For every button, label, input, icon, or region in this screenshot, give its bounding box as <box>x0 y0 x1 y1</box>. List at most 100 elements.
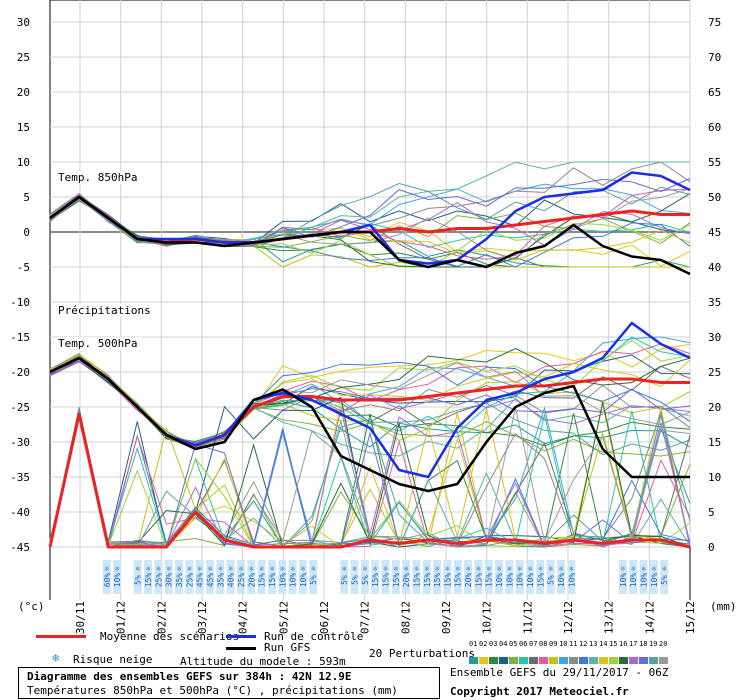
snow-cell <box>298 560 307 594</box>
perturbation-number: 14 <box>599 640 608 648</box>
snow-risk-label: 10% <box>629 573 638 588</box>
snowflake-icon: ❄ <box>621 565 625 573</box>
perturbation-number: 01 <box>469 640 478 648</box>
snowflake-icon: ❄ <box>218 565 222 573</box>
x-tick-label: 15/12 <box>684 601 697 634</box>
snow-cell <box>340 560 349 594</box>
footer-copyright: Copyright 2017 Meteociel.fr <box>450 685 629 698</box>
snow-risk-label: 35% <box>216 573 225 588</box>
chart-axes: 302520151050-5-10-15-20-25-30-35-40-4575… <box>10 16 736 634</box>
x-tick-label: 02/12 <box>155 601 168 634</box>
gfs-t500-line <box>49 356 690 493</box>
snow-cell <box>257 560 266 594</box>
footer-info-box: Diagramme des ensembles GEFS sur 384h : … <box>18 667 440 699</box>
snowflake-icon: ❄ <box>456 565 460 573</box>
snow-cell <box>360 560 369 594</box>
right-tick-label: 0 <box>708 541 715 554</box>
perturbation-number: 20 <box>659 640 668 648</box>
snow-risk-label: 5% <box>134 575 143 585</box>
left-tick-label: -20 <box>10 366 30 379</box>
x-tick-label: 11/12 <box>521 601 534 634</box>
snowflake-icon: ❄ <box>435 565 439 573</box>
panel-label-bg <box>57 337 143 350</box>
panel-label-bg <box>57 171 143 184</box>
snow-risk-label: 5% <box>361 575 370 585</box>
snowflake-icon: ❄ <box>187 565 191 573</box>
perturbation-swatch <box>639 657 648 664</box>
snowflake-icon: ❄ <box>249 565 253 573</box>
snow-risk-label: 10% <box>650 573 659 588</box>
perturbation-swatch <box>509 657 518 664</box>
snow-risk-label: 25% <box>237 573 246 588</box>
right-tick-label: 40 <box>708 261 721 274</box>
perturbation-number: 02 <box>479 640 488 648</box>
right-tick-label: 5 <box>708 506 715 519</box>
panel-label: Temp. 500hPa <box>58 337 137 350</box>
snow-risk-label: 20% <box>247 573 256 588</box>
snow-risk-label: 10% <box>567 573 576 588</box>
snowflake-icon: ❄ <box>311 565 315 573</box>
snow-cell <box>267 560 276 594</box>
perturbation-swatch <box>479 657 488 664</box>
snow-cell <box>433 560 442 594</box>
snow-risk-label: 45% <box>196 573 205 588</box>
perturbation-swatch <box>549 657 558 664</box>
snow-cell <box>226 560 235 594</box>
snow-risk-label: 15% <box>443 573 452 588</box>
snowflake-icon: ❄ <box>394 565 398 573</box>
snowflake-icon: ❄ <box>569 565 573 573</box>
perturbation-swatch <box>519 657 528 664</box>
snow-risk-label: 10% <box>516 573 525 588</box>
snow-risk-label: 10% <box>505 573 514 588</box>
snow-risk-label: 40% <box>227 573 236 588</box>
ensemble-precip-line <box>49 418 691 549</box>
left-tick-label: 10 <box>17 156 30 169</box>
snow-risk-label: 10% <box>495 573 504 588</box>
snow-cell <box>660 560 669 594</box>
x-tick-label: 01/12 <box>115 601 128 634</box>
snow-cell <box>567 560 576 594</box>
snowflake-icon: ❄ <box>497 565 501 573</box>
snowflake-icon: ❄ <box>239 565 243 573</box>
mean-t850-line <box>49 195 690 244</box>
snowflake-icon: ❄ <box>425 565 429 573</box>
snow-cell <box>443 560 452 594</box>
snowflake-icon: ❄ <box>167 565 171 573</box>
perturbation-number: 06 <box>519 640 528 648</box>
perturbation-number: 13 <box>589 640 598 648</box>
perturbation-numbers: 01 02 03 04 05 06 07 08 09 10 11 12 13 14 15 16 17 18 19 20 <box>469 640 669 648</box>
snow-cell <box>381 560 390 594</box>
snow-risk-label: 10% <box>526 573 535 588</box>
snow-cell <box>484 560 493 594</box>
perturbation-number: 17 <box>629 640 638 648</box>
snowflake-icon: ❄ <box>270 565 274 573</box>
perturbation-swatch <box>629 657 638 664</box>
snow-cell <box>195 560 204 594</box>
left-tick-label: -30 <box>10 436 30 449</box>
snowflake-icon: ❄ <box>487 565 491 573</box>
snow-cell <box>495 560 504 594</box>
snowflake-icon: ❄ <box>559 565 563 573</box>
snow-cell <box>371 560 380 594</box>
snowflake-icon: ❄ <box>662 565 666 573</box>
perturbation-swatch <box>469 657 478 664</box>
right-tick-label: 70 <box>708 51 721 64</box>
snow-risk-label: 15% <box>258 573 267 588</box>
left-tick-label: 5 <box>23 191 30 204</box>
snow-cell <box>154 560 163 594</box>
left-tick-label: 20 <box>17 86 30 99</box>
snowflake-icon: ❄ <box>476 565 480 573</box>
left-tick-label: -40 <box>10 506 30 519</box>
right-tick-label: 45 <box>708 226 721 239</box>
snowflake-icon: ❄ <box>105 565 109 573</box>
snow-risk-label: 20% <box>464 573 473 588</box>
snow-cell <box>422 560 431 594</box>
left-tick-label: 25 <box>17 51 30 64</box>
perturbation-number: 07 <box>529 640 538 648</box>
left-tick-label: -35 <box>10 471 30 484</box>
legend-perturbations-label: 20 Perturbations <box>369 647 475 660</box>
snow-cell <box>206 560 214 594</box>
snow-risk-label: 15% <box>536 573 545 588</box>
snow-cell <box>236 560 245 594</box>
snow-cell <box>391 560 400 594</box>
